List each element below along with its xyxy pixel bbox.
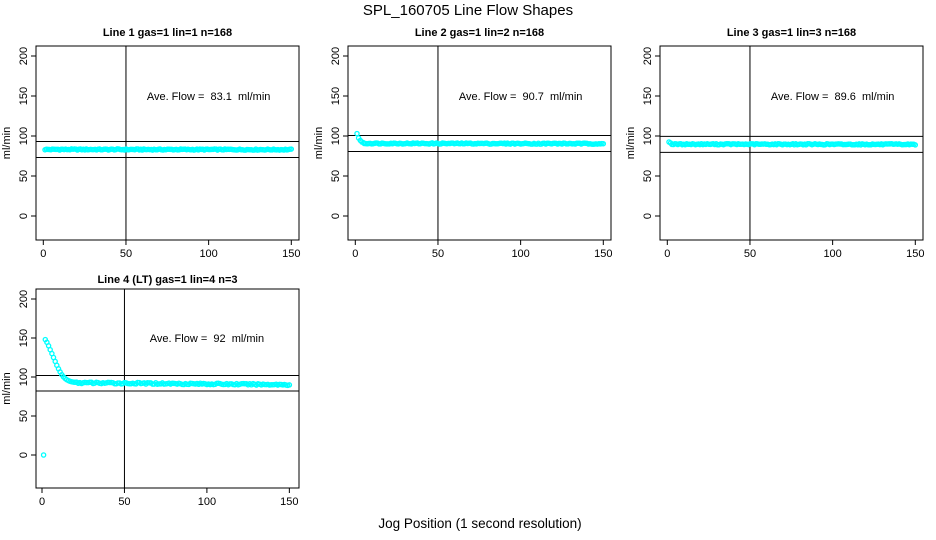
x-tick-label: 0 [40,248,46,260]
ave-flow-annotation: Ave. Flow = 89.6 ml/min [771,91,895,103]
x-axis-label: Jog Position (1 second resolution) [378,516,582,531]
data-point [286,382,293,388]
plot-title: Line 4 (LT) gas=1 lin=4 n=3 [97,274,237,286]
x-tick-label: 150 [280,496,298,508]
x-tick-label: 100 [823,248,841,260]
y-tick-label: 0 [18,452,30,458]
data-point [40,452,47,458]
ave-flow-annotation: Ave. Flow = 92 ml/min [150,333,264,345]
y-axis-title: ml/min [1,127,13,159]
x-tick-label: 50 [118,496,130,508]
data-point [600,140,607,147]
x-tick-label: 150 [594,248,612,260]
y-tick-label: 150 [18,87,30,105]
data-points [42,146,295,153]
plot-title: Line 2 gas=1 lin=2 n=168 [415,27,544,39]
plot-box [35,45,300,241]
y-tick-label: 100 [330,127,342,145]
y-tick-label: 200 [642,47,654,65]
y-tick-label: 0 [330,213,342,219]
y-tick-label: 50 [642,170,654,182]
x-tick-label: 50 [120,248,132,260]
plot-line-4: 0 50 100 150 0 50 100 150 200 ml/min Line 4 (LT) g… [1,274,300,508]
data-points [354,130,607,147]
data-point [354,130,360,137]
y-tick-label: 0 [642,213,654,219]
figure-title: SPL_160705 Line Flow Shapes [362,2,574,19]
ave-flow-annotation: Ave. Flow = 83.1 ml/min [147,91,271,103]
data-point [288,146,295,152]
y-tick-label: 150 [18,329,30,347]
y-axis-title: ml/min [1,372,13,404]
plot-box [659,45,924,241]
ave-flow-annotation: Ave. Flow = 90.7 ml/min [459,91,583,103]
plot-title: Line 3 gas=1 lin=3 n=168 [727,27,856,39]
plot-line-1: 0 50 100 150 0 50 100 150 200 ml/min Line 1 gas=1 … [1,27,300,260]
x-tick-label: 100 [198,496,216,508]
y-tick-label: 100 [18,127,30,145]
x-tick-label: 0 [352,248,358,260]
y-tick-label: 150 [330,87,342,105]
data-points [666,139,919,148]
y-tick-label: 50 [330,170,342,182]
x-tick-label: 150 [906,248,924,260]
y-tick-label: 50 [18,410,30,422]
y-tick-label: 100 [18,368,30,386]
y-tick-label: 150 [642,87,654,105]
x-tick-label: 0 [664,248,670,260]
data-point [912,142,919,148]
y-tick-label: 0 [18,213,30,219]
x-tick-label: 150 [282,248,300,260]
y-axis-title: ml/min [625,127,637,159]
plot-box [347,45,612,241]
data-points [40,336,293,458]
plot-box [35,288,300,489]
y-tick-label: 200 [18,47,30,65]
x-tick-label: 100 [511,248,529,260]
x-tick-label: 100 [199,248,217,260]
x-tick-label: 50 [432,248,444,260]
y-tick-label: 50 [18,170,30,182]
plot-line-2: 0 50 100 150 0 50 100 150 200 ml/min Line 2 gas=1 … [313,27,612,260]
y-tick-label: 200 [18,290,30,308]
plot-title: Line 1 gas=1 lin=1 n=168 [103,27,232,39]
y-tick-label: 200 [330,47,342,65]
y-tick-label: 100 [642,127,654,145]
x-tick-label: 0 [39,496,45,508]
plot-line-3: 0 50 100 150 0 50 100 150 200 ml/min Line 3 gas=1 … [625,27,924,260]
x-tick-label: 50 [744,248,756,260]
y-axis-title: ml/min [313,127,325,159]
